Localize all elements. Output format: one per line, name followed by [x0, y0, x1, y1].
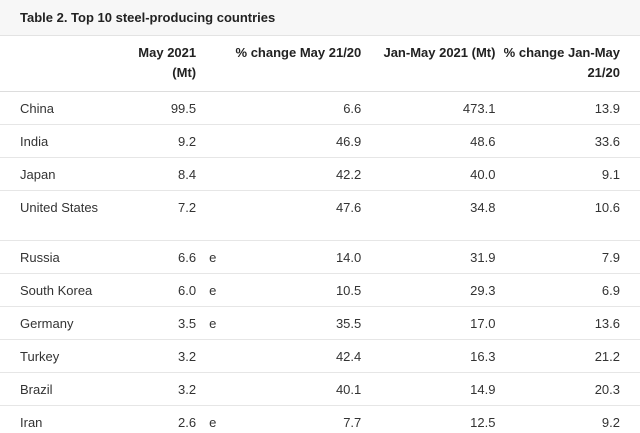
row-country: South Korea [0, 273, 114, 307]
row-jan-may-2021: 40.0 [361, 157, 496, 191]
header-pct-change-jan-may: % change Jan-May 21/20 [495, 36, 640, 92]
row-pct-change-may: 42.4 [227, 339, 362, 373]
row-pct-change-may: 42.2 [227, 157, 362, 191]
row-pct-change-jan-may: 9.2 [495, 405, 640, 433]
row-pct-change-may: 46.9 [227, 124, 362, 158]
row-estimate-note [196, 190, 228, 241]
row-pct-change-may: 7.7 [227, 405, 362, 433]
table-row: South Korea 6.0 e 10.5 29.3 6.9 [0, 273, 640, 307]
row-pct-change-may: 35.5 [227, 306, 362, 340]
steel-production-table: May 2021 (Mt) % change May 21/20 Jan-May… [0, 36, 640, 433]
header-note [196, 36, 228, 92]
row-jan-may-2021: 29.3 [361, 273, 496, 307]
row-jan-may-2021: 12.5 [361, 405, 496, 433]
row-pct-change-may: 14.0 [227, 240, 362, 274]
row-pct-change-may: 40.1 [227, 372, 362, 406]
table-row: Russia 6.6 e 14.0 31.9 7.9 [0, 240, 640, 274]
row-pct-change-may: 10.5 [227, 273, 362, 307]
row-may-2021: 7.2 [113, 190, 197, 241]
row-country: Russia [0, 240, 114, 274]
row-estimate-note: e [196, 240, 228, 274]
row-country: Brazil [0, 372, 114, 406]
table-row: United States 7.2 47.6 34.8 10.6 [0, 190, 640, 241]
table-row: Turkey 3.2 42.4 16.3 21.2 [0, 339, 640, 373]
row-country: India [0, 124, 114, 158]
row-jan-may-2021: 16.3 [361, 339, 496, 373]
row-may-2021: 9.2 [113, 124, 197, 158]
row-estimate-note [196, 91, 228, 125]
row-pct-change-jan-may: 6.9 [495, 273, 640, 307]
row-pct-change-jan-may: 7.9 [495, 240, 640, 274]
table-caption: Table 2. Top 10 steel-producing countrie… [0, 0, 640, 36]
table-row: Germany 3.5 e 35.5 17.0 13.6 [0, 306, 640, 340]
row-pct-change-jan-may: 13.6 [495, 306, 640, 340]
row-pct-change-may: 6.6 [227, 91, 362, 125]
row-may-2021: 6.6 [113, 240, 197, 274]
row-jan-may-2021: 17.0 [361, 306, 496, 340]
row-estimate-note [196, 339, 228, 373]
table-row: China 99.5 6.6 473.1 13.9 [0, 91, 640, 125]
row-jan-may-2021: 473.1 [361, 91, 496, 125]
row-may-2021: 99.5 [113, 91, 197, 125]
row-may-2021: 3.2 [113, 372, 197, 406]
row-estimate-note: e [196, 306, 228, 340]
table-row: Iran 2.6 e 7.7 12.5 9.2 [0, 405, 640, 433]
table-header: May 2021 (Mt) % change May 21/20 Jan-May… [0, 36, 640, 92]
row-estimate-note: e [196, 273, 228, 307]
row-jan-may-2021: 34.8 [361, 190, 496, 241]
row-pct-change-may: 47.6 [227, 190, 362, 241]
header-may-2021: May 2021 (Mt) [113, 36, 197, 92]
table-row: Japan 8.4 42.2 40.0 9.1 [0, 157, 640, 191]
row-country: United States [0, 190, 114, 241]
row-estimate-note [196, 124, 228, 158]
row-jan-may-2021: 31.9 [361, 240, 496, 274]
row-country: Germany [0, 306, 114, 340]
row-may-2021: 3.2 [113, 339, 197, 373]
row-may-2021: 2.6 [113, 405, 197, 433]
table-body: China 99.5 6.6 473.1 13.9 India 9.2 46.9 48.6 33.… [0, 91, 640, 433]
row-pct-change-jan-may: 13.9 [495, 91, 640, 125]
row-pct-change-jan-may: 20.3 [495, 372, 640, 406]
header-row: May 2021 (Mt) % change May 21/20 Jan-May… [0, 36, 640, 92]
row-estimate-note: e [196, 405, 228, 433]
row-pct-change-jan-may: 33.6 [495, 124, 640, 158]
row-may-2021: 3.5 [113, 306, 197, 340]
table-row: Brazil 3.2 40.1 14.9 20.3 [0, 372, 640, 406]
row-country: Japan [0, 157, 114, 191]
row-estimate-note [196, 372, 228, 406]
row-pct-change-jan-may: 10.6 [495, 190, 640, 241]
row-country: Iran [0, 405, 114, 433]
row-may-2021: 6.0 [113, 273, 197, 307]
header-jan-may-2021: Jan-May 2021 (Mt) [361, 36, 496, 92]
row-jan-may-2021: 14.9 [361, 372, 496, 406]
table-row: India 9.2 46.9 48.6 33.6 [0, 124, 640, 158]
row-may-2021: 8.4 [113, 157, 197, 191]
header-country [0, 36, 114, 92]
row-estimate-note [196, 157, 228, 191]
row-country: Turkey [0, 339, 114, 373]
row-pct-change-jan-may: 9.1 [495, 157, 640, 191]
row-jan-may-2021: 48.6 [361, 124, 496, 158]
row-country: China [0, 91, 114, 125]
row-pct-change-jan-may: 21.2 [495, 339, 640, 373]
header-pct-change-may: % change May 21/20 [227, 36, 362, 92]
